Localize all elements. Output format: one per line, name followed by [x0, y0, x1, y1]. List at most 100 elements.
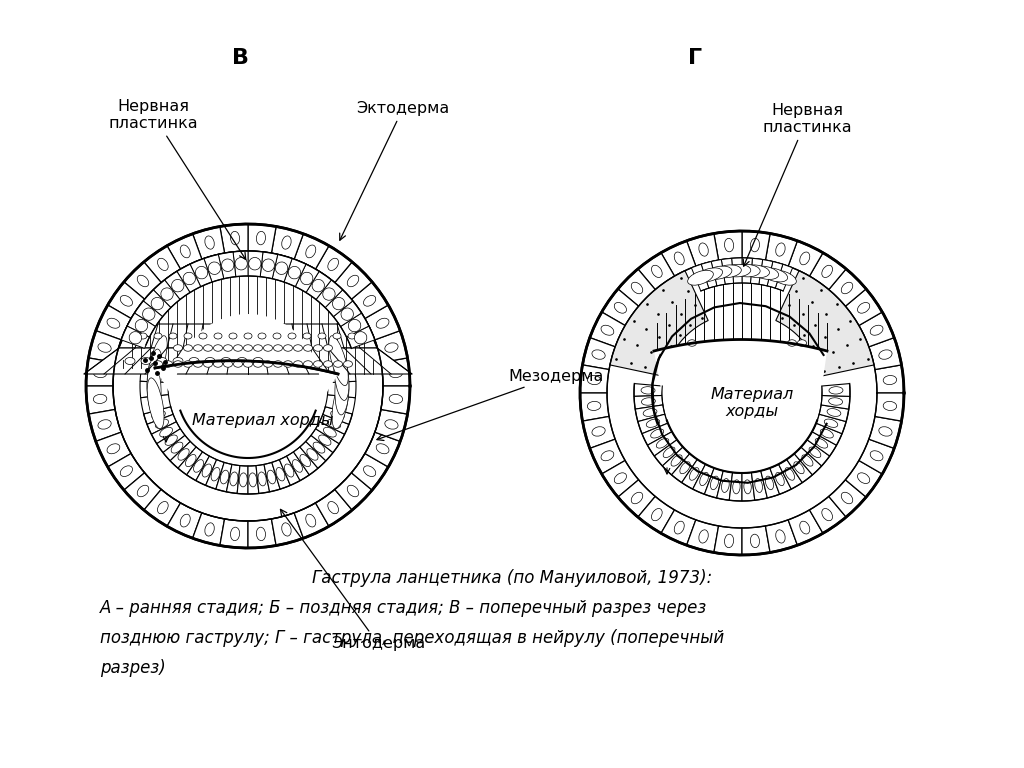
Ellipse shape — [752, 266, 778, 280]
Polygon shape — [260, 252, 278, 279]
Ellipse shape — [194, 459, 204, 472]
Polygon shape — [816, 414, 846, 434]
Polygon shape — [687, 233, 719, 266]
Ellipse shape — [165, 435, 177, 445]
Polygon shape — [602, 461, 639, 497]
Text: Нервная
пластинка: Нервная пластинка — [109, 98, 246, 260]
Ellipse shape — [253, 357, 263, 365]
Ellipse shape — [711, 476, 719, 490]
Ellipse shape — [725, 238, 733, 252]
Polygon shape — [328, 381, 356, 398]
Ellipse shape — [221, 357, 231, 365]
Ellipse shape — [205, 236, 214, 249]
Ellipse shape — [333, 333, 341, 339]
Ellipse shape — [156, 419, 169, 429]
Polygon shape — [602, 289, 639, 326]
Polygon shape — [874, 365, 904, 393]
Polygon shape — [846, 289, 883, 326]
Ellipse shape — [93, 369, 106, 378]
Ellipse shape — [879, 427, 892, 436]
Polygon shape — [315, 246, 352, 283]
Polygon shape — [638, 253, 675, 290]
Ellipse shape — [592, 350, 605, 359]
Polygon shape — [714, 231, 742, 260]
Ellipse shape — [307, 449, 318, 460]
Polygon shape — [294, 447, 318, 475]
Ellipse shape — [178, 449, 189, 460]
Ellipse shape — [254, 361, 262, 367]
Polygon shape — [319, 415, 349, 434]
Text: разрез): разрез) — [100, 659, 166, 677]
Ellipse shape — [376, 444, 389, 454]
Polygon shape — [662, 510, 696, 545]
Polygon shape — [714, 526, 742, 555]
Polygon shape — [113, 251, 383, 396]
Ellipse shape — [294, 361, 302, 367]
Polygon shape — [124, 473, 161, 510]
Ellipse shape — [802, 455, 813, 466]
Ellipse shape — [306, 245, 315, 258]
Ellipse shape — [324, 361, 333, 367]
Ellipse shape — [829, 386, 843, 394]
Polygon shape — [88, 409, 121, 442]
Ellipse shape — [324, 345, 333, 351]
Ellipse shape — [765, 476, 773, 490]
Ellipse shape — [223, 345, 232, 351]
Ellipse shape — [725, 535, 733, 548]
Ellipse shape — [301, 273, 313, 285]
Polygon shape — [108, 282, 144, 319]
Ellipse shape — [800, 521, 810, 534]
Ellipse shape — [348, 333, 356, 339]
Ellipse shape — [631, 283, 643, 293]
Ellipse shape — [106, 318, 120, 328]
Polygon shape — [294, 503, 329, 538]
Polygon shape — [712, 260, 725, 286]
Ellipse shape — [164, 361, 172, 367]
Ellipse shape — [185, 455, 196, 467]
Polygon shape — [795, 447, 821, 475]
Polygon shape — [233, 251, 248, 276]
Polygon shape — [742, 472, 755, 501]
Polygon shape — [177, 264, 201, 293]
Ellipse shape — [275, 262, 288, 274]
Ellipse shape — [258, 472, 266, 486]
Text: Эктодерма: Эктодерма — [340, 101, 450, 240]
Ellipse shape — [240, 473, 247, 487]
Ellipse shape — [650, 429, 664, 438]
Ellipse shape — [236, 257, 248, 270]
Ellipse shape — [313, 345, 323, 351]
Polygon shape — [654, 440, 683, 466]
Ellipse shape — [323, 288, 335, 300]
Ellipse shape — [680, 462, 690, 474]
Ellipse shape — [194, 361, 203, 367]
Polygon shape — [119, 324, 377, 348]
Ellipse shape — [183, 345, 193, 351]
Ellipse shape — [857, 473, 869, 484]
Ellipse shape — [775, 472, 784, 485]
Polygon shape — [801, 440, 829, 466]
Text: Материал хорды: Материал хорды — [193, 413, 334, 429]
Ellipse shape — [724, 264, 751, 276]
Circle shape — [81, 219, 415, 553]
Polygon shape — [346, 326, 375, 349]
Circle shape — [114, 252, 382, 520]
Ellipse shape — [364, 296, 376, 306]
Ellipse shape — [244, 333, 252, 339]
Polygon shape — [226, 465, 240, 494]
Ellipse shape — [285, 464, 294, 477]
Ellipse shape — [204, 361, 213, 367]
Polygon shape — [859, 439, 894, 474]
Polygon shape — [248, 465, 259, 494]
Text: Мезодерма: Мезодерма — [377, 369, 603, 441]
Ellipse shape — [646, 419, 659, 427]
Polygon shape — [154, 280, 180, 308]
Ellipse shape — [614, 473, 627, 484]
Ellipse shape — [267, 470, 275, 484]
Ellipse shape — [249, 473, 257, 487]
Polygon shape — [271, 227, 303, 259]
Ellipse shape — [214, 333, 222, 339]
Polygon shape — [617, 269, 655, 306]
Polygon shape — [272, 254, 292, 282]
Polygon shape — [193, 513, 224, 545]
Polygon shape — [134, 301, 163, 326]
